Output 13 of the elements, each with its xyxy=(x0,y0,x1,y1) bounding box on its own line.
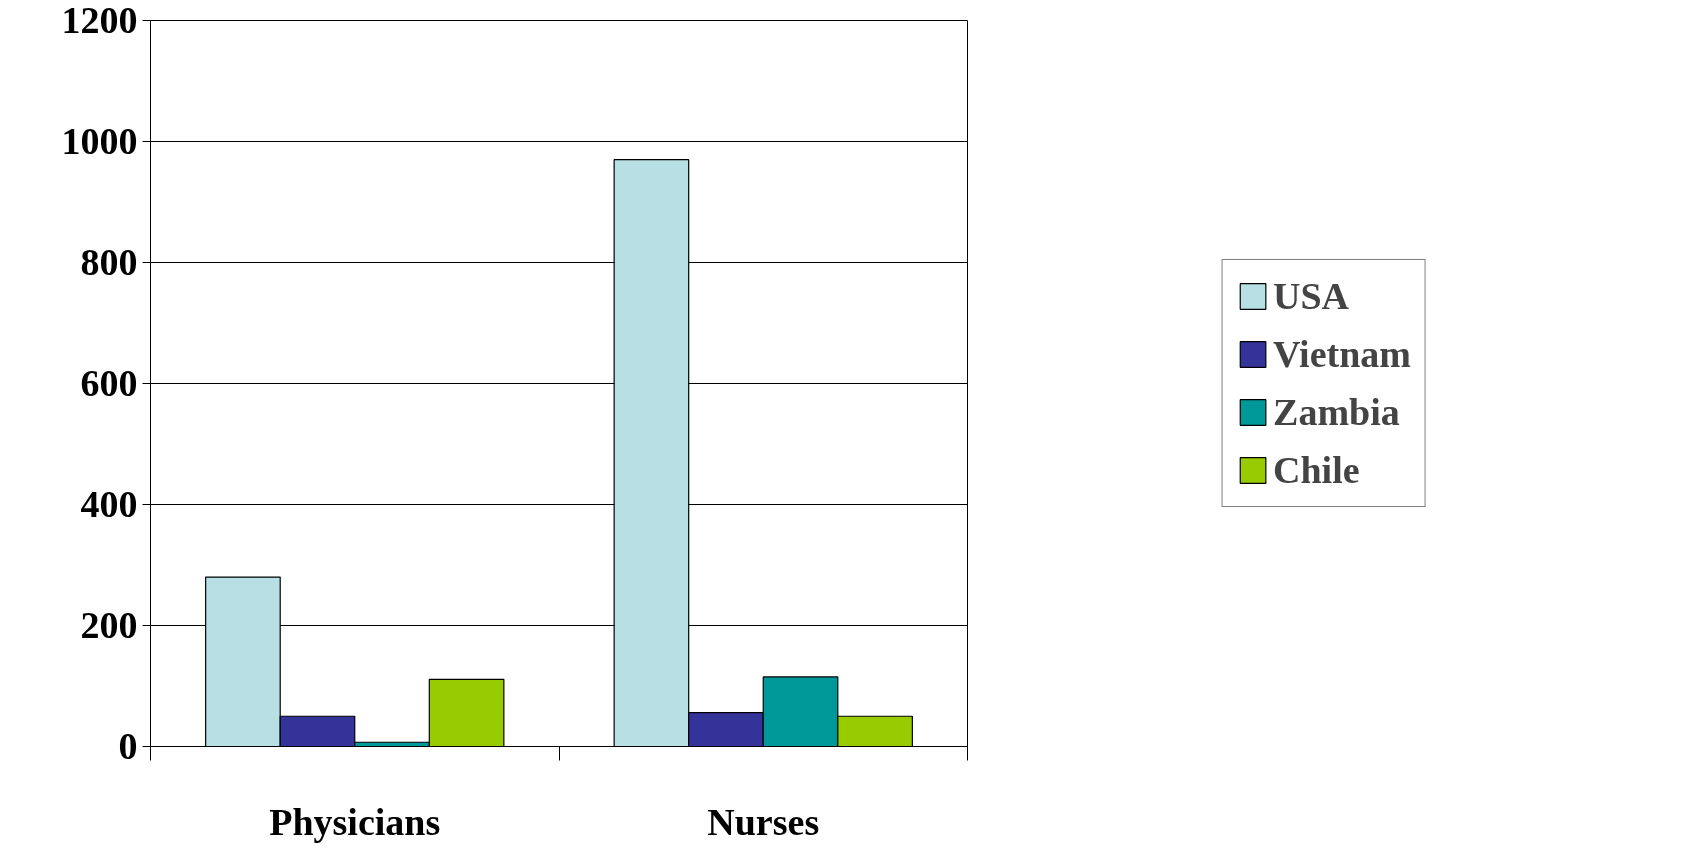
y-tick-label: 400 xyxy=(80,483,138,525)
x-tick-label: Nurses xyxy=(707,800,820,843)
y-tick-label: 800 xyxy=(80,241,138,283)
y-tick-label: 1200 xyxy=(61,0,138,41)
y-tick-label: 0 xyxy=(118,725,138,767)
legend-label: Zambia xyxy=(1273,390,1400,434)
y-tick-label: 1000 xyxy=(61,120,138,162)
y-tick-label: 600 xyxy=(80,362,138,404)
y-tick-label: 200 xyxy=(80,604,138,646)
x-tick-label: Physicians xyxy=(269,800,441,843)
legend-label: Chile xyxy=(1273,448,1360,492)
legend-label: USA xyxy=(1273,274,1350,318)
legend-label: Vietnam xyxy=(1273,332,1411,376)
